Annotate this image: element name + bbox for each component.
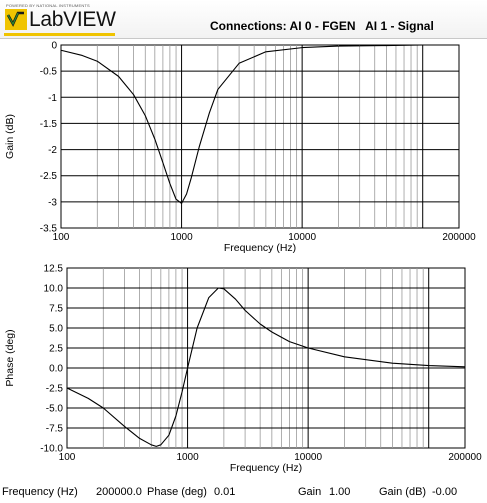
phase-grid [67, 268, 465, 448]
readout-gain-db-label: Gain (dB) [379, 486, 427, 498]
gain-y-tick-label: -2 [48, 145, 57, 156]
phase-x-tick-label: 200000 [448, 452, 482, 463]
readout-phase-label: Phase (deg) [147, 486, 207, 498]
gain-y-tick-label: -1 [48, 93, 57, 104]
labview-logo-icon [5, 9, 27, 30]
readout-frequency-label: Frequency (Hz) [2, 486, 78, 498]
phase-x-tick-label: 100 [59, 452, 76, 463]
phase-y-tick-label: 5.0 [49, 324, 63, 335]
gain-y-tick-label: 0 [51, 41, 57, 52]
phase-y-tick-label: 0.0 [49, 364, 63, 375]
readout-gain-db-value: -0.00 [432, 486, 458, 498]
phase-y-tick-label: 2.5 [49, 344, 63, 355]
phase-x-tick-label: 10000 [294, 452, 322, 463]
gain-y-axis-label: Gain (dB) [4, 114, 16, 159]
readout-gain-label: Gain [298, 486, 322, 498]
gain-x-axis-label: Frequency (Hz) [224, 242, 296, 254]
gain-plot-area [60, 44, 460, 229]
header-bar: POWERED BY NATIONAL INSTRUMENTS LabVIEW … [0, 0, 487, 39]
phase-y-tick-label: 10.0 [44, 284, 64, 295]
logo-text: LabVIEW [29, 8, 116, 31]
phase-x-axis-label: Frequency (Hz) [230, 462, 302, 474]
gain-y-tick-label: -2.5 [40, 171, 58, 182]
phase-x-tick-label: 1000 [176, 452, 199, 463]
phase-y-axis-label: Phase (deg) [4, 329, 16, 386]
gain-x-tick-label: 200000 [442, 232, 476, 243]
phase-y-tick-label: -10.0 [40, 444, 63, 455]
phase-plot-area [66, 267, 466, 449]
gain-x-tick-label: 100 [53, 232, 70, 243]
phase-series-line-0 [66, 287, 466, 447]
gain-grid [61, 45, 459, 228]
readout-gain-value: 1.00 [329, 486, 351, 498]
phase-y-tick-label: 7.5 [49, 304, 63, 315]
gain-x-tick-label: 10000 [288, 232, 316, 243]
gain-y-tick-label: -0.5 [40, 67, 58, 78]
gain-y-tick-label: -3 [48, 197, 57, 208]
gain-y-tick-label: -3.5 [40, 224, 58, 235]
cursor-readout: Frequency (Hz) 200000.0 Phase (deg) 0.01… [0, 483, 487, 503]
page-title: Connections: AI 0 - FGEN AI 1 - Signal [210, 19, 434, 33]
logo-underline [4, 33, 115, 36]
readout-frequency-value: 200000.0 [96, 486, 142, 498]
phase-chart[interactable]: 12.510.07.55.02.50.0-2.5-5.0-7.5-10.0100… [0, 259, 487, 483]
phase-y-tick-label: 12.5 [44, 264, 64, 275]
readout-phase-value: 0.01 [214, 486, 236, 498]
phase-y-tick-label: -5.0 [46, 404, 64, 415]
gain-series-line-0 [60, 44, 459, 204]
gain-x-tick-label: 1000 [170, 232, 193, 243]
phase-y-tick-label: -7.5 [46, 424, 64, 435]
phase-y-tick-label: -2.5 [46, 384, 64, 395]
logo-powered-by: POWERED BY NATIONAL INSTRUMENTS [6, 3, 90, 8]
gain-y-tick-label: -1.5 [40, 119, 58, 130]
